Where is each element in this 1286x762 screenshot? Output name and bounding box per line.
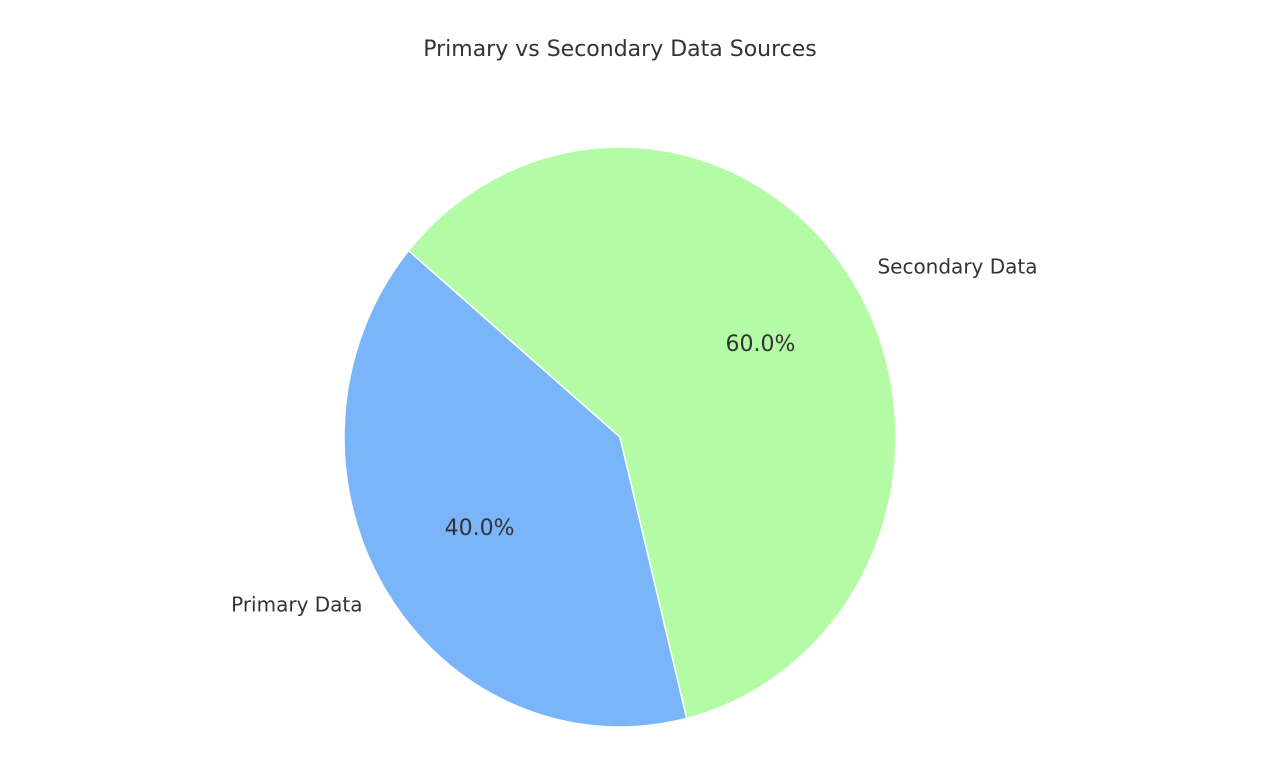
slice-label: Primary Data: [231, 593, 362, 617]
pie-slice: [407, 146, 897, 720]
chart-title: Primary vs Secondary Data Sources: [423, 37, 817, 62]
slice-label: Secondary Data: [877, 254, 1037, 278]
value-label: 60.0%: [725, 332, 795, 357]
value-label: 40.0%: [445, 516, 515, 541]
pie-slice: [343, 249, 688, 728]
